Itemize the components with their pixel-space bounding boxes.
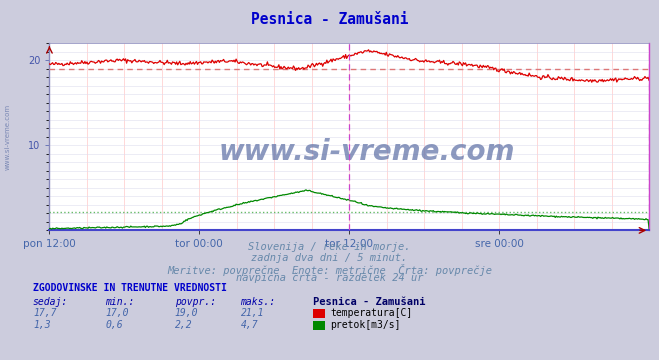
Text: 2,2: 2,2 — [175, 320, 192, 330]
Text: temperatura[C]: temperatura[C] — [330, 308, 413, 318]
Text: 4,7: 4,7 — [241, 320, 258, 330]
Text: Slovenija / reke in morje.: Slovenija / reke in morje. — [248, 242, 411, 252]
Text: 21,1: 21,1 — [241, 308, 264, 318]
Text: 17,7: 17,7 — [33, 308, 57, 318]
Text: ZGODOVINSKE IN TRENUTNE VREDNOSTI: ZGODOVINSKE IN TRENUTNE VREDNOSTI — [33, 283, 227, 293]
Text: min.:: min.: — [105, 297, 135, 307]
Text: www.si-vreme.com: www.si-vreme.com — [5, 104, 11, 170]
Text: 1,3: 1,3 — [33, 320, 51, 330]
Text: zadnja dva dni / 5 minut.: zadnja dva dni / 5 minut. — [251, 253, 408, 263]
Text: Meritve: povprečne  Enote: metrične  Črta: povprečje: Meritve: povprečne Enote: metrične Črta:… — [167, 264, 492, 275]
Text: 17,0: 17,0 — [105, 308, 129, 318]
Text: Pesnica - Zamušani: Pesnica - Zamušani — [313, 297, 426, 307]
Text: pretok[m3/s]: pretok[m3/s] — [330, 320, 401, 330]
Text: povpr.:: povpr.: — [175, 297, 215, 307]
Text: maks.:: maks.: — [241, 297, 275, 307]
Text: Pesnica - Zamušani: Pesnica - Zamušani — [251, 12, 408, 27]
Text: navpična črta - razdelek 24 ur: navpična črta - razdelek 24 ur — [236, 273, 423, 283]
Text: sedaj:: sedaj: — [33, 297, 68, 307]
Text: 0,6: 0,6 — [105, 320, 123, 330]
Text: 19,0: 19,0 — [175, 308, 198, 318]
Text: www.si-vreme.com: www.si-vreme.com — [219, 138, 515, 166]
